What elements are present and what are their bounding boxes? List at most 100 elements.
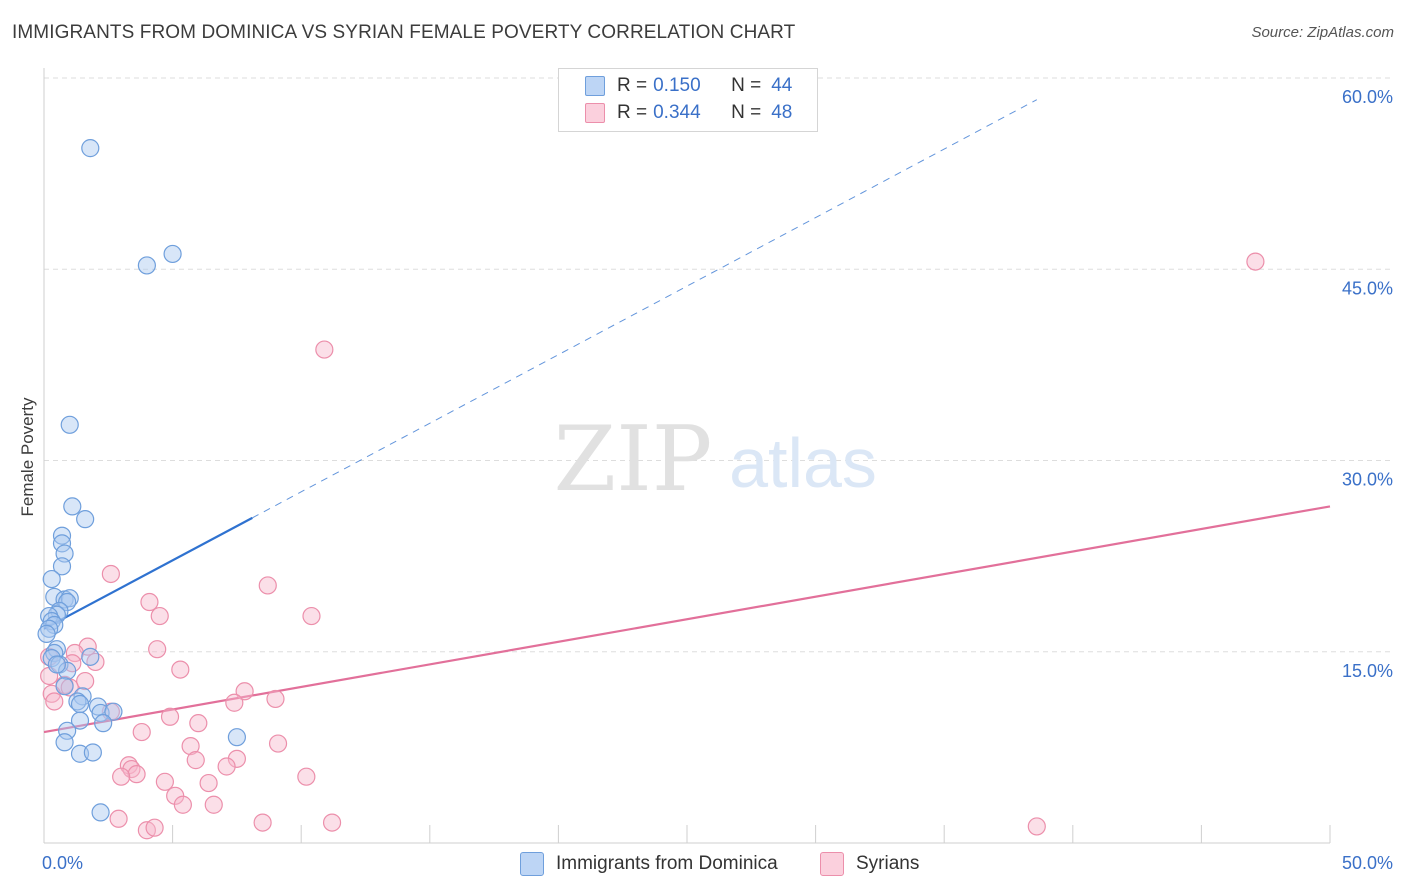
watermark-zip: ZIP <box>554 407 713 512</box>
legend-r-value-syrians: 0.344 <box>653 102 701 123</box>
point-dominica <box>40 619 59 638</box>
point-dominica <box>163 244 182 264</box>
point-dominica <box>58 721 77 740</box>
point-dominica <box>76 510 95 529</box>
point-syrians <box>235 682 254 701</box>
point-syrians <box>150 606 169 626</box>
point-dominica <box>91 803 110 822</box>
point-syrians <box>45 692 64 711</box>
bottom-legend-syrians: Syrians <box>820 851 919 877</box>
point-dominica <box>47 655 66 674</box>
trend-lines <box>43 99 1331 734</box>
point-syrians <box>189 714 208 733</box>
point-dominica <box>55 677 74 696</box>
y-tick-label: 60.0% <box>1342 87 1393 107</box>
point-dominica <box>94 714 113 733</box>
trend-line-syrians <box>43 505 1331 734</box>
point-dominica <box>137 256 156 275</box>
point-dominica <box>68 692 87 711</box>
point-syrians <box>227 749 246 768</box>
point-dominica <box>55 733 74 752</box>
point-dominica <box>58 661 77 680</box>
bottom-legend-swatch-dominica <box>520 852 544 876</box>
point-syrians <box>1246 252 1265 271</box>
legend-swatch-dominica <box>585 76 605 96</box>
point-syrians <box>101 564 120 584</box>
y-tick-label: 30.0% <box>1342 470 1393 490</box>
legend-r-label: R = <box>617 75 648 96</box>
legend-row-dominica: R = 0.150 N = 44 <box>585 73 792 99</box>
point-syrians <box>160 707 180 726</box>
legend-n-value-dominica: 44 <box>771 75 793 96</box>
tick-labels: 15.0% 30.0% 45.0% 60.0% 0.0% 50.0% <box>42 87 1393 873</box>
watermark-atlas: atlas <box>729 424 877 502</box>
point-syrians <box>217 757 236 776</box>
legend-n-label: N = <box>731 75 762 96</box>
dominica-points <box>37 139 246 822</box>
point-dominica <box>60 415 79 434</box>
point-syrians <box>181 736 200 756</box>
legend-r-value-dominica: 0.150 <box>653 75 701 96</box>
point-dominica <box>81 139 100 158</box>
point-dominica <box>227 728 246 747</box>
point-syrians <box>173 795 192 814</box>
chart-source: Source: ZipAtlas.com <box>1251 24 1394 41</box>
trend-line-dominica <box>43 516 253 630</box>
bottom-legend-label-syrians: Syrians <box>856 853 920 874</box>
x-tick-label: 0.0% <box>42 853 83 873</box>
syrians-points <box>40 252 1265 840</box>
point-syrians <box>268 734 288 753</box>
point-syrians <box>322 813 342 832</box>
point-syrians <box>86 652 105 672</box>
legend-r-label: R = <box>617 102 648 123</box>
point-dominica <box>104 702 123 721</box>
point-syrians <box>148 640 167 659</box>
bottom-legend-dominica: Immigrants from Dominica <box>520 851 778 877</box>
bottom-legend-label-dominica: Immigrants from Dominica <box>556 853 778 874</box>
point-syrians <box>132 722 151 742</box>
point-dominica <box>37 624 56 644</box>
point-dominica <box>70 744 90 763</box>
chart-title: IMMIGRANTS FROM DOMINICA VS SYRIAN FEMAL… <box>12 22 796 43</box>
point-dominica <box>52 526 72 545</box>
point-syrians <box>155 772 174 791</box>
legend-row-syrians: R = 0.344 N = 48 <box>585 100 792 126</box>
x-tick-label: 50.0% <box>1342 853 1393 873</box>
gridlines <box>44 77 1392 653</box>
point-syrians <box>122 759 141 779</box>
point-dominica <box>83 743 102 762</box>
point-syrians <box>112 767 131 786</box>
point-syrians <box>253 813 272 832</box>
bottom-legend-swatch-syrians <box>820 852 844 876</box>
point-syrians <box>315 340 334 359</box>
axes <box>43 68 1331 844</box>
legend-n-label: N = <box>731 102 762 123</box>
trend-line-dominica-extension <box>252 99 1038 519</box>
point-syrians <box>140 592 159 612</box>
point-dominica <box>70 694 90 714</box>
legend-box: R = 0.150 N = 44 R = 0.344 N = 48 <box>558 68 818 132</box>
point-syrians <box>145 818 164 837</box>
point-dominica <box>45 643 64 663</box>
point-syrians <box>199 773 218 793</box>
legend-swatch-syrians <box>585 103 605 123</box>
point-dominica <box>52 557 72 576</box>
point-syrians <box>109 809 128 828</box>
point-syrians <box>171 660 190 679</box>
point-dominica <box>81 647 100 666</box>
point-syrians <box>297 767 316 786</box>
point-syrians <box>302 606 321 626</box>
point-dominica <box>70 711 90 730</box>
point-syrians <box>266 689 285 709</box>
point-syrians <box>204 795 223 814</box>
point-dominica <box>42 569 61 589</box>
point-dominica <box>40 606 59 626</box>
point-syrians <box>258 576 277 595</box>
point-dominica <box>63 497 82 516</box>
point-syrians <box>225 693 244 712</box>
y-tick-label: 45.0% <box>1342 278 1393 298</box>
legend-n-value-syrians: 48 <box>771 102 793 123</box>
point-syrians <box>76 671 95 691</box>
